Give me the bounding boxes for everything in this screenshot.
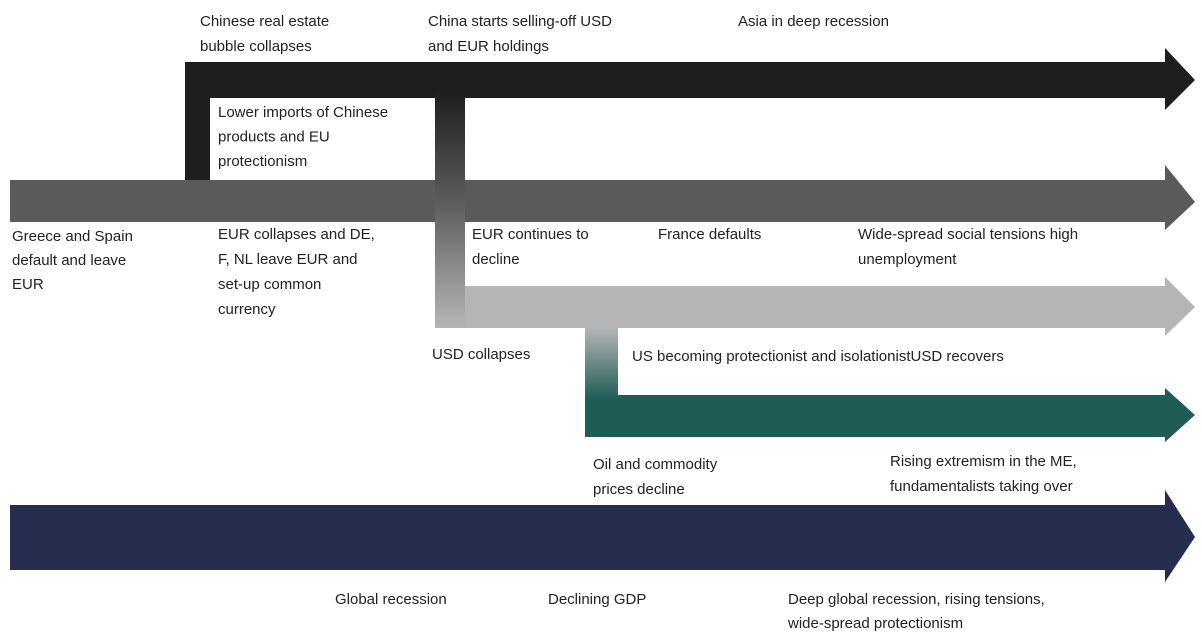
- label: Declining GDP: [548, 591, 646, 608]
- label: and EUR holdings: [428, 38, 549, 55]
- label: wide-spread protectionism: [787, 615, 963, 632]
- label: Oil and commodity: [593, 456, 718, 473]
- label: products and EU: [218, 128, 330, 145]
- label: Wide-spread social tensions high: [858, 226, 1078, 243]
- arrow-navy: [10, 490, 1195, 582]
- label: default and leave: [12, 252, 126, 269]
- label: unemployment: [858, 251, 957, 268]
- connector: [585, 328, 618, 400]
- label: set-up common: [218, 276, 321, 293]
- label: Lower imports of Chinese: [218, 104, 388, 121]
- label: US becoming protectionist and isolationi…: [632, 348, 1004, 365]
- connector: [435, 92, 465, 328]
- label: EUR collapses and DE,: [218, 226, 375, 243]
- label: fundamentalists taking over: [890, 478, 1073, 495]
- label: Greece and Spain: [12, 228, 133, 245]
- label: decline: [472, 251, 520, 268]
- label: Rising extremism in the ME,: [890, 453, 1077, 470]
- label: bubble collapses: [200, 38, 312, 55]
- label: Deep global recession, rising tensions,: [788, 591, 1045, 608]
- label: F, NL leave EUR and: [218, 251, 358, 268]
- label: Global recession: [335, 591, 447, 608]
- label: France defaults: [658, 226, 761, 243]
- label: Chinese real estate: [200, 13, 329, 30]
- label: prices decline: [593, 481, 685, 498]
- label: China starts selling-off USD: [428, 13, 612, 30]
- label: Asia in deep recession: [738, 13, 889, 30]
- arrow-light-gray: [465, 277, 1195, 336]
- label: currency: [218, 301, 276, 318]
- arrow-teal: [585, 388, 1195, 442]
- label: EUR: [12, 276, 44, 293]
- label: USD collapses: [432, 346, 530, 363]
- arrow-gray: [10, 165, 1195, 230]
- label: EUR continues to: [472, 226, 589, 243]
- label: protectionism: [218, 153, 307, 170]
- arrow-black: [185, 48, 1195, 182]
